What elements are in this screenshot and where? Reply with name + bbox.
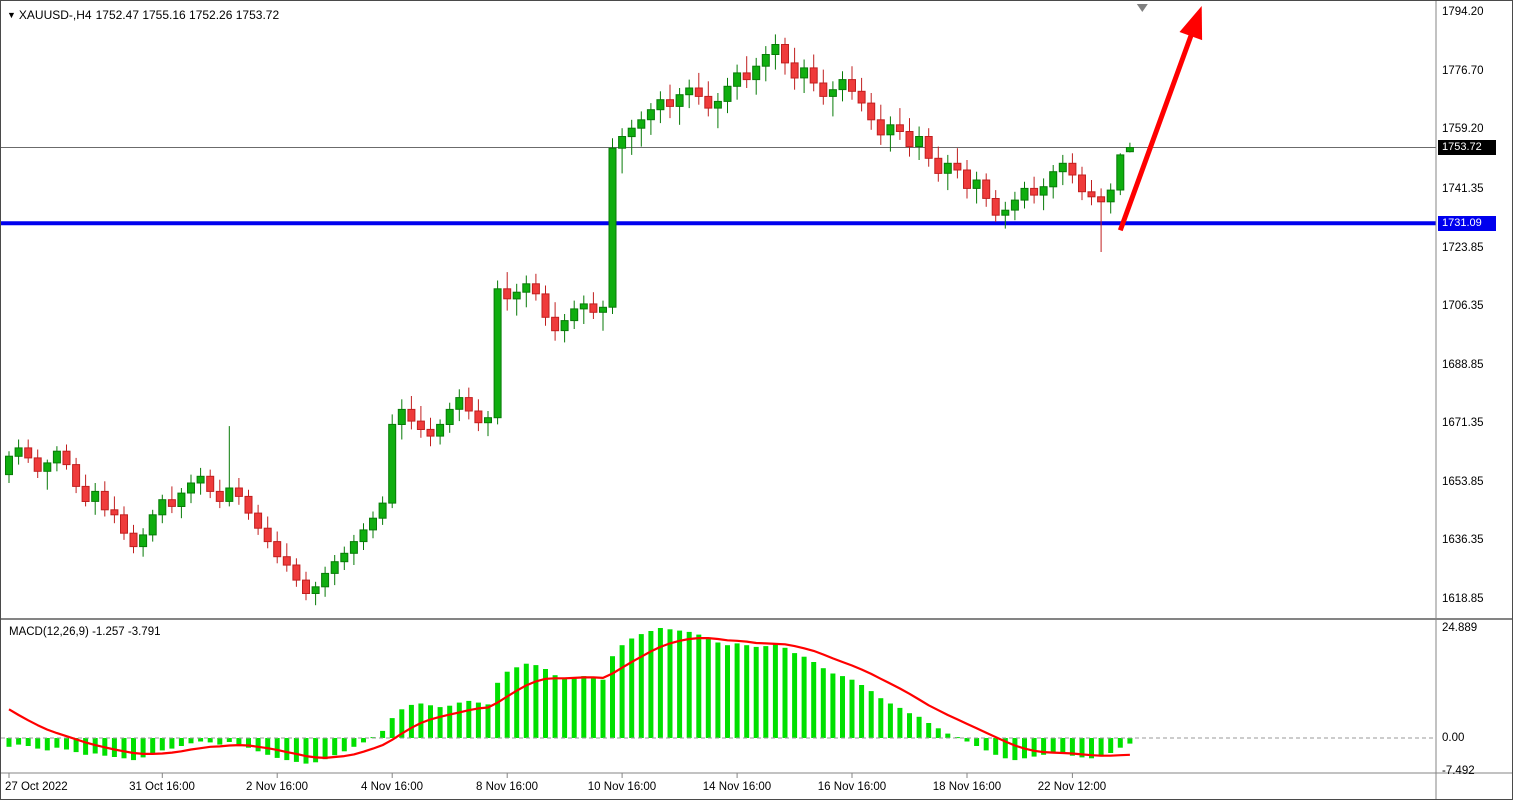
time-axis-label: 18 Nov 16:00	[932, 781, 1002, 793]
price-axis-label: 1636.35	[1442, 534, 1484, 546]
macd-signal-line	[8, 636, 1130, 760]
time-axis-label: 8 Nov 16:00	[475, 781, 539, 793]
current-price-badge: 1753.72	[1438, 140, 1496, 155]
candles-layer	[5, 34, 1134, 606]
symbol-dropdown-icon[interactable]: ▼	[7, 10, 16, 20]
time-axis-label: 22 Nov 12:00	[1037, 781, 1107, 793]
price-axis-label: 1759.20	[1442, 123, 1484, 135]
ohlc-values: 1752.47 1755.16 1752.26 1753.72	[95, 8, 280, 22]
time-axis-label: 31 Oct 16:00	[129, 781, 195, 793]
price-axis-label: 1688.85	[1442, 359, 1484, 371]
object-anchor-marker-icon[interactable]	[1136, 4, 1148, 12]
price-axis-label: 1671.35	[1442, 417, 1484, 429]
price-axis-label: 1618.85	[1442, 593, 1484, 605]
time-axis-label: 4 Nov 16:00	[360, 781, 424, 793]
price-axis-label: 1741.35	[1442, 183, 1484, 195]
price-axis-label: 1723.85	[1442, 242, 1484, 254]
trend-arrow[interactable]	[1117, 6, 1203, 232]
chart-header: ▼ XAUUSD-,H4 1752.47 1755.16 1752.26 1753.…	[7, 8, 283, 22]
support-level-badge: 1731.09	[1438, 216, 1496, 231]
macd-indicator-label: MACD(12,26,9) -1.257 -3.791	[9, 626, 161, 638]
time-axis-label: 2 Nov 16:00	[245, 781, 309, 793]
price-axis-label: 1776.70	[1442, 65, 1484, 77]
price-axis-label: 1706.35	[1442, 300, 1484, 312]
time-axis-label: 10 Nov 16:00	[587, 781, 657, 793]
time-axis-ticks	[8, 773, 1073, 778]
time-axis-label: 16 Nov 16:00	[817, 781, 887, 793]
price-axis-label: 1794.20	[1442, 6, 1484, 18]
macd-axis-label: 24.889	[1442, 622, 1478, 634]
macd-axis-label: -7.492	[1442, 765, 1475, 777]
macd-axis-label: 0.00	[1442, 732, 1465, 744]
price-axis-label: 1653.85	[1442, 476, 1484, 488]
symbol-period-label: XAUUSD-,H4	[18, 8, 92, 22]
macd-histogram	[6, 628, 1133, 764]
time-axis-label: 14 Nov 16:00	[702, 781, 772, 793]
time-axis-label: 27 Oct 2022	[5, 781, 68, 793]
